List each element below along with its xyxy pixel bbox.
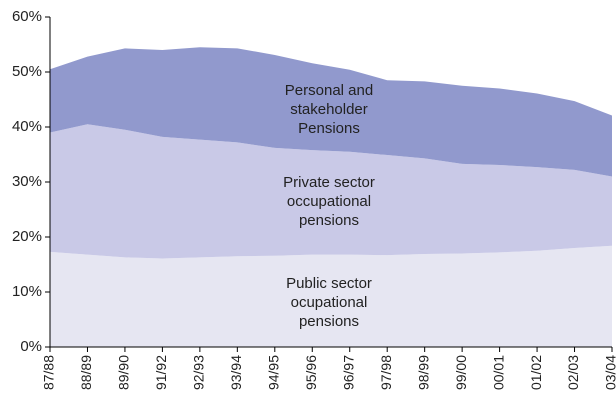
series-label: Personal and stakeholder Pensions	[284, 82, 374, 137]
x-tick-label: 98/99	[415, 355, 431, 390]
y-tick-label: 0%	[20, 338, 42, 355]
x-tick-label: 99/00	[453, 355, 469, 390]
series-label: Public sector ocupational pensions	[286, 275, 372, 330]
y-tick-label: 30%	[12, 173, 42, 190]
x-tick-label: 93/94	[228, 355, 244, 390]
x-tick-label: 02/03	[565, 355, 581, 390]
series-label: Private sector occupational pensions	[283, 174, 375, 229]
x-tick-label: 01/02	[528, 355, 544, 390]
y-tick-label: 50%	[12, 63, 42, 80]
x-tick-label: 97/98	[378, 355, 394, 390]
area	[50, 47, 612, 177]
x-tick-label: 96/97	[340, 355, 356, 390]
x-tick-label: 94/95	[266, 355, 282, 390]
x-tick-label: 03/04	[603, 355, 616, 390]
area	[50, 124, 612, 259]
y-tick-label: 60%	[12, 8, 42, 25]
area	[50, 245, 612, 347]
x-tick-label: 00/01	[490, 355, 506, 390]
y-tick-label: 10%	[12, 283, 42, 300]
x-tick-label: 89/90	[116, 355, 132, 390]
x-tick-label: 92/93	[191, 355, 207, 390]
x-tick-label: 95/96	[303, 355, 319, 390]
y-tick-label: 20%	[12, 228, 42, 245]
x-tick-label: 87/88	[41, 355, 57, 390]
x-tick-label: 88/89	[78, 355, 94, 390]
x-tick-label: 91/92	[153, 355, 169, 390]
y-tick-label: 40%	[12, 118, 42, 135]
